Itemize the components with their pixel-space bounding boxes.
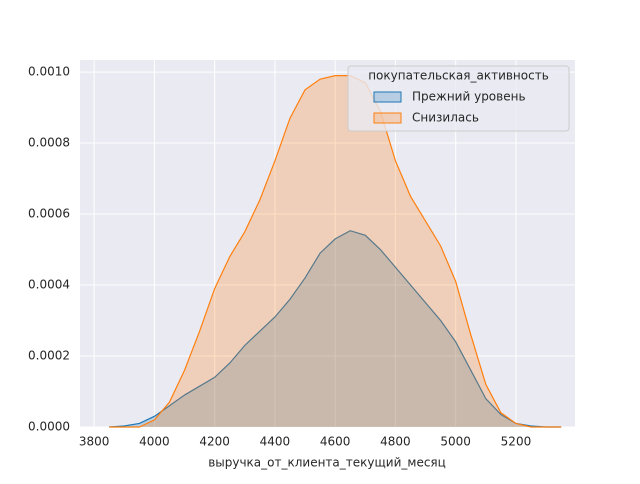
y-tick-label: 0.0000 [28,420,70,434]
x-tick-label: 4200 [199,435,230,449]
y-tick-label: 0.0004 [28,278,70,292]
density-line [109,230,562,428]
y-tick-label: 0.0002 [28,349,70,363]
x-tick-label: 4800 [380,435,411,449]
x-tick-label: 5000 [440,435,471,449]
legend-swatch [373,112,402,124]
density-line [109,75,562,428]
x-axis-label: выручка_от_клиента_текущий_месяц [208,456,446,470]
y-tick-label: 0.0010 [28,65,70,79]
legend-swatch [373,91,402,103]
x-tick-label: 4400 [260,435,291,449]
density-area [109,230,562,427]
x-tick-label: 5200 [501,435,532,449]
legend-label: Прежний уровень [412,90,526,104]
y-tick-label: 0.0008 [28,136,70,150]
legend-title: покупательская_активность [368,69,549,83]
y-tick-label: 0.0006 [28,207,70,221]
x-tick-label: 4600 [320,435,351,449]
x-tick-label: 4000 [139,435,170,449]
x-tick-label: 3800 [79,435,110,449]
legend-label: Снизилась [412,111,479,125]
legend-box [347,65,570,132]
density-area [109,75,562,428]
